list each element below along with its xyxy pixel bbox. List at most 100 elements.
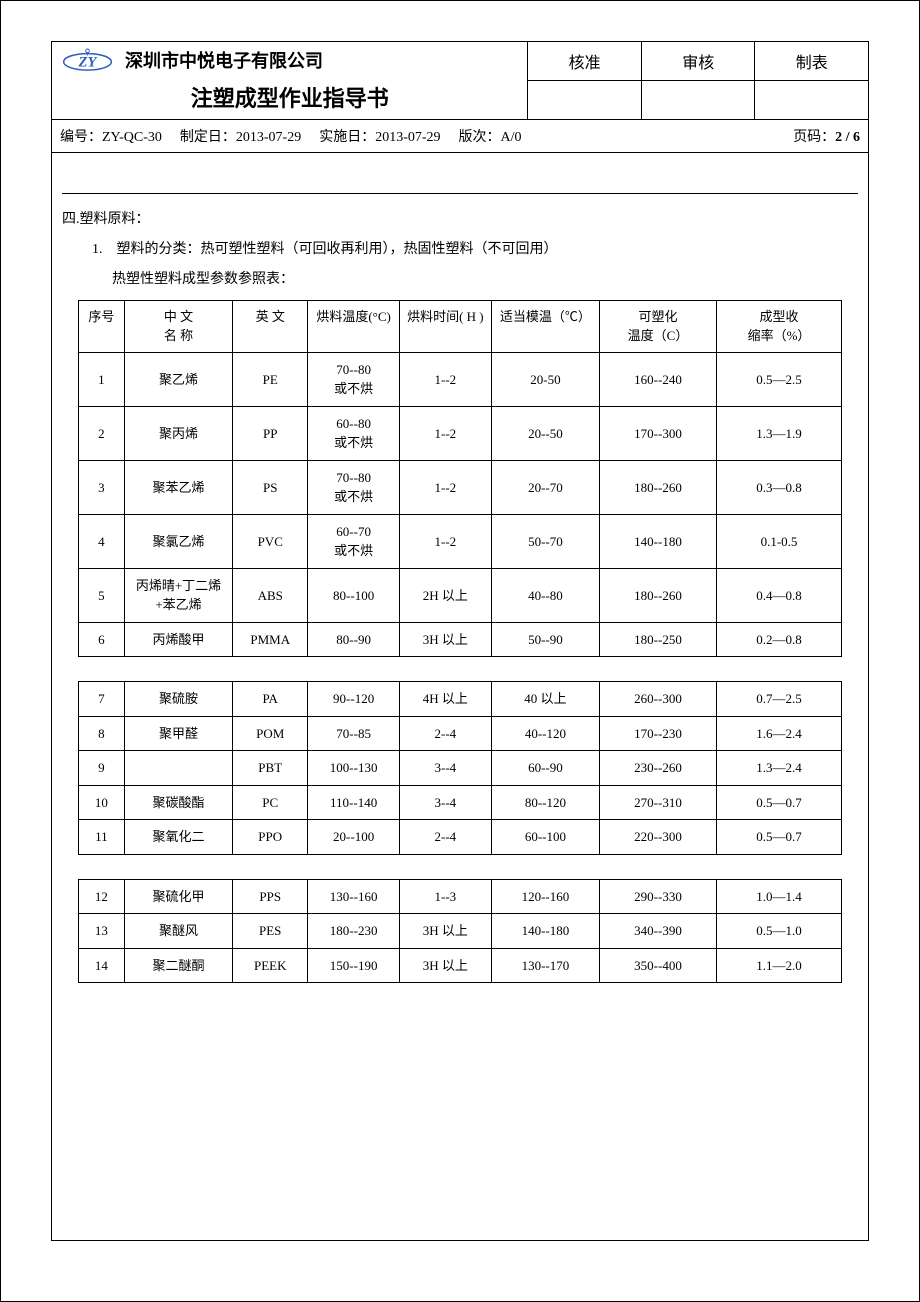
table-cell: PVC	[233, 514, 308, 568]
table-cell: PC	[233, 785, 308, 820]
table-cell: 140--180	[600, 514, 717, 568]
table-cell: 220--300	[600, 820, 717, 855]
meta-page-label: 页码：	[793, 130, 835, 145]
table-cell: 120--160	[491, 879, 599, 914]
table-cell: 聚氧化二	[124, 820, 232, 855]
table-cell: 1--2	[399, 406, 491, 460]
section4-line2: 热塑性塑料成型参数参照表：	[62, 268, 858, 288]
table-row: 8聚甲醛POM70--852--440--120170--2301.6—2.4	[78, 716, 841, 751]
table-cell: 1--2	[399, 460, 491, 514]
table-cell: 聚甲醛	[124, 716, 232, 751]
table-cell: 80--120	[491, 785, 599, 820]
table-cell: 50--70	[491, 514, 599, 568]
table-cell: 聚碳酸酯	[124, 785, 232, 820]
approval-col-2: 审核	[641, 42, 755, 80]
table-cell: 3--4	[399, 751, 491, 786]
table-cell: 1	[78, 352, 124, 406]
table-cell: 0.5—0.7	[716, 820, 841, 855]
table-row: 12聚硫化甲PPS130--1601--3120--160290--3301.0…	[78, 879, 841, 914]
table-cell: 1--2	[399, 352, 491, 406]
table-cell: 0.5—0.7	[716, 785, 841, 820]
meta-ver-label: 版次：	[459, 130, 501, 145]
table-cell: 110--140	[308, 785, 400, 820]
svg-text:ZY: ZY	[78, 54, 99, 70]
table-cell: 5	[78, 568, 124, 622]
table-cell: 130--170	[491, 948, 599, 983]
table-cell: 0.7—2.5	[716, 682, 841, 717]
table-cell: 60--80或不烘	[308, 406, 400, 460]
approval-sig-2	[641, 81, 755, 119]
table-cell: 70--80或不烘	[308, 352, 400, 406]
table-cell: 60--70或不烘	[308, 514, 400, 568]
table-cell: 130--160	[308, 879, 400, 914]
table-row: 1聚乙烯PE70--80或不烘1--220-50160--2400.5—2.5	[78, 352, 841, 406]
meta-made-label: 制定日：	[180, 130, 236, 145]
table-cell: 170--230	[600, 716, 717, 751]
table-cell: 160--240	[600, 352, 717, 406]
table-cell: 1.6—2.4	[716, 716, 841, 751]
table-cell: 1.1—2.0	[716, 948, 841, 983]
meta-impl: 实施日：2013-07-29	[319, 126, 440, 146]
table-cell: 3	[78, 460, 124, 514]
section4-title: 四.塑料原料：	[62, 208, 858, 228]
table-cell: 4	[78, 514, 124, 568]
table-cell: 9	[78, 751, 124, 786]
th-seq: 序号	[78, 300, 124, 352]
meta-number-value: ZY-QC-30	[102, 130, 162, 145]
meta-number: 编号：ZY-QC-30	[60, 126, 162, 146]
header-right: 核准 审核 制表	[528, 42, 868, 119]
meta-number-label: 编号：	[60, 130, 102, 145]
table-cell: PBT	[233, 751, 308, 786]
table-cell: 150--190	[308, 948, 400, 983]
table-cell: 180--250	[600, 622, 717, 657]
table-cell: 2	[78, 406, 124, 460]
table-cell: 20--100	[308, 820, 400, 855]
table-cell: 1.0—1.4	[716, 879, 841, 914]
meta-page: 页码：2 / 6	[793, 126, 860, 146]
table-cell: 聚氯乙烯	[124, 514, 232, 568]
table-cell: 聚硫化甲	[124, 879, 232, 914]
material-table-1: 序号 中 文名 称 英 文 烘料温度(°C) 烘料时间( H ) 适当模温（℃）…	[78, 300, 842, 658]
header-left: ZY 深圳市中悦电子有限公司 注塑成型作业指导书	[52, 42, 528, 119]
table-row: 5丙烯晴+丁二烯+苯乙烯ABS80--1002H 以上40--80180--26…	[78, 568, 841, 622]
th-shrink: 成型收缩率（%）	[716, 300, 841, 352]
table-cell: 2H 以上	[399, 568, 491, 622]
table-cell: 聚硫胺	[124, 682, 232, 717]
table-row: 9PBT100--1303--460--90230--2601.3—2.4	[78, 751, 841, 786]
table-1-body: 1聚乙烯PE70--80或不烘1--220-50160--2400.5—2.52…	[78, 352, 841, 657]
table-cell: 350--400	[600, 948, 717, 983]
table-cell: 180--260	[600, 460, 717, 514]
table-row: 3聚苯乙烯PS70--80或不烘1--220--70180--2600.3—0.…	[78, 460, 841, 514]
table-cell: PPS	[233, 879, 308, 914]
table-cell: 70--80或不烘	[308, 460, 400, 514]
table-cell: 20-50	[491, 352, 599, 406]
table-3-body: 12聚硫化甲PPS130--1601--3120--160290--3301.0…	[78, 879, 841, 983]
th-plast-temp: 可塑化温度（C）	[600, 300, 717, 352]
document-title: 注塑成型作业指导书	[52, 78, 527, 119]
meta-made: 制定日：2013-07-29	[180, 126, 301, 146]
table-cell: 聚丙烯	[124, 406, 232, 460]
document-page: ZY 深圳市中悦电子有限公司 注塑成型作业指导书 核准 审核 制表	[0, 0, 920, 1302]
table-cell: 14	[78, 948, 124, 983]
table-cell: PEEK	[233, 948, 308, 983]
table-header-row: 序号 中 文名 称 英 文 烘料温度(°C) 烘料时间( H ) 适当模温（℃）…	[78, 300, 841, 352]
table-cell: 12	[78, 879, 124, 914]
table-cell: 0.1-0.5	[716, 514, 841, 568]
meta-row: 编号：ZY-QC-30 制定日：2013-07-29 实施日：2013-07-2…	[52, 120, 868, 153]
table-cell: 290--330	[600, 879, 717, 914]
company-row: ZY 深圳市中悦电子有限公司	[52, 42, 527, 78]
table-cell: 80--90	[308, 622, 400, 657]
company-name: 深圳市中悦电子有限公司	[125, 47, 323, 73]
table-cell: 40--120	[491, 716, 599, 751]
table-cell: PMMA	[233, 622, 308, 657]
table-row: 14聚二醚酮PEEK150--1903H 以上130--170350--4001…	[78, 948, 841, 983]
th-dry-time: 烘料时间( H )	[399, 300, 491, 352]
page-inner-border: ZY 深圳市中悦电子有限公司 注塑成型作业指导书 核准 审核 制表	[51, 41, 869, 1241]
table-cell: 230--260	[600, 751, 717, 786]
th-dry-temp: 烘料温度(°C)	[308, 300, 400, 352]
separator-line	[62, 193, 858, 194]
table-cell: 1.3—1.9	[716, 406, 841, 460]
material-table-2: 7聚硫胺PA90--1204H 以上40 以上260--3000.7—2.58聚…	[78, 681, 842, 855]
table-cell: 2--4	[399, 820, 491, 855]
table-cell: 3H 以上	[399, 622, 491, 657]
